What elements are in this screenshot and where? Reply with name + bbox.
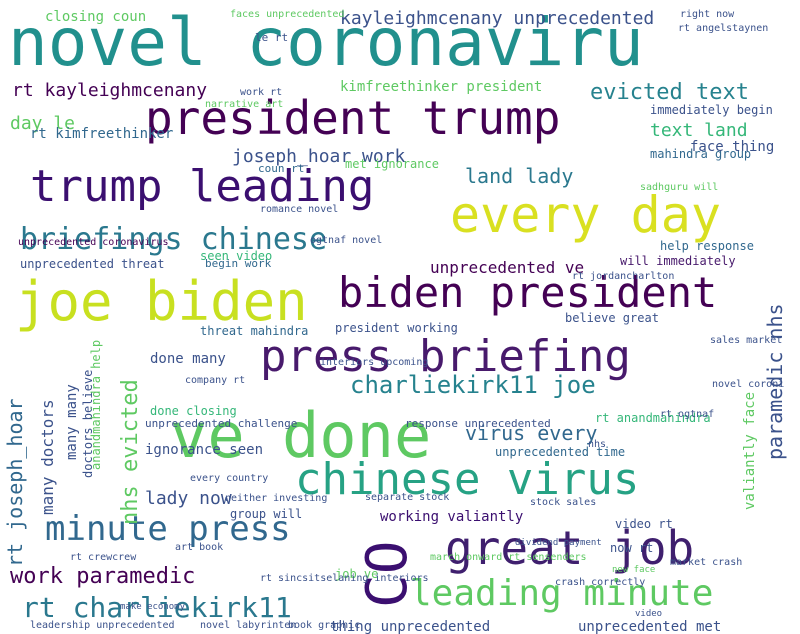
word-rt-crewcrew: rt crewcrew bbox=[70, 552, 137, 563]
word-novel-coronaviru: novel coronaviru bbox=[8, 4, 644, 81]
word-rt-joseph-hoar: rt joseph_hoar bbox=[3, 398, 27, 567]
word-immediately-begin: immediately begin bbox=[650, 103, 773, 117]
word-unprecedented-threat: unprecedented threat bbox=[20, 257, 165, 271]
word-president-working: president working bbox=[335, 321, 458, 335]
word-coun-rt: coun rt bbox=[258, 162, 305, 175]
word-art-book: art book bbox=[175, 542, 224, 553]
word-face-thing: face thing bbox=[690, 139, 775, 155]
word-joseph-hoar-work: joseph_hoar work bbox=[232, 146, 406, 167]
word-dividend-payment: dividend payment bbox=[515, 538, 602, 548]
word-done-closing: done closing bbox=[150, 404, 237, 418]
word-romance-novel: romance novel bbox=[260, 204, 339, 215]
word-virus-every: virus every bbox=[465, 421, 598, 445]
word-kimfreethinker-president: kimfreethinker president bbox=[340, 79, 543, 95]
word-unprecedented-coronavirus: unprecedented coronavirus bbox=[18, 237, 169, 248]
word-work-rt: work rt bbox=[240, 87, 283, 98]
word-job-ve: job ve bbox=[335, 567, 379, 581]
word-group-will: group will bbox=[230, 507, 303, 521]
word-interiors-upcoming: interiors upcoming bbox=[320, 357, 429, 368]
word-rt-sincsitselaning-interiors: rt sincsitselaning interiors bbox=[260, 573, 429, 584]
word-president-trump: president trump bbox=[145, 91, 561, 145]
word-work-paramedic: work paramedic bbox=[10, 564, 196, 589]
word-unprecedented-challenge: unprecedented challenge bbox=[145, 417, 298, 430]
word-nhs-evicted: nhs evicted bbox=[118, 379, 143, 525]
word-many-doctors: many doctors bbox=[38, 399, 57, 515]
word-right-now: right now bbox=[680, 9, 735, 20]
word-believe-great: believe great bbox=[565, 311, 659, 325]
word-ignorance-seen: ignorance seen bbox=[145, 442, 264, 458]
word-rt-jordancharlton: rt jordancharlton bbox=[572, 271, 675, 282]
word-done-many: done many bbox=[150, 351, 226, 367]
word-make-economy: make economy bbox=[120, 602, 186, 612]
word-charliekirk11-joe: charliekirk11 joe bbox=[350, 371, 596, 399]
word-crash-correctly: crash correctly bbox=[555, 577, 646, 588]
word-met-ignorance: met ignorance bbox=[345, 157, 439, 171]
word-kayleighmcenany-unprecedented: kayleighmcenany unprecedented bbox=[340, 8, 655, 29]
word-minute-press: minute press bbox=[45, 509, 291, 549]
word-march-onward-rt-sensenders: march onward rt sensenders bbox=[430, 552, 587, 563]
word-help-response: help response bbox=[660, 239, 754, 253]
word-company-rt: company rt bbox=[185, 375, 246, 386]
word-valiantly-face: valiantly face bbox=[742, 391, 758, 510]
word-unprecedented-met: unprecedented met bbox=[578, 619, 722, 634]
word-leading-minute: leading minute bbox=[410, 573, 714, 614]
word-market-crash: market crash bbox=[670, 557, 743, 568]
word-faces-unprecedented: faces unprecedented bbox=[230, 9, 345, 20]
word-sales-market: sales market bbox=[710, 335, 783, 346]
word-rt-anandmahindra: rt anandmahindra bbox=[595, 411, 711, 425]
word-every-country: every country bbox=[190, 473, 269, 484]
word-book-graphic: book graphic bbox=[288, 620, 361, 631]
word-rt-ogtnaf: rt ogtnaf bbox=[660, 409, 715, 420]
word-novel-coroni: novel coroni bbox=[712, 379, 785, 390]
word-response-unprecedented: response unprecedented bbox=[405, 417, 551, 430]
word-le-rt: le rt bbox=[255, 31, 289, 44]
word-every-day: every day bbox=[450, 186, 721, 244]
word-rt-kayleighmcenany: rt kayleighmcenany bbox=[12, 80, 208, 101]
word-mahindra-group: mahindra group bbox=[650, 147, 752, 161]
word-day-le: day le bbox=[10, 113, 76, 134]
word-neither-investing: neither investing bbox=[225, 493, 328, 504]
word-rt-charliekirk11: rt charliekirk11 bbox=[22, 591, 292, 624]
word-stock-sales: stock sales bbox=[530, 497, 597, 508]
word-novel-labyrinten: novel labyrinten bbox=[200, 620, 297, 631]
word-sadhguru-will: sadhguru will bbox=[640, 182, 719, 193]
word-leadership-unprecedented: leadership unprecedented bbox=[30, 620, 175, 631]
word-press-briefing: press briefing bbox=[260, 331, 631, 382]
word-working-valiantly: working valiantly bbox=[380, 509, 524, 525]
word-video: video bbox=[635, 609, 663, 619]
word-new-face: new face bbox=[612, 565, 656, 575]
word-video-rt: video rt bbox=[615, 517, 673, 531]
word-narrative-art: narrative art bbox=[205, 99, 284, 110]
word-seen-video: seen video bbox=[200, 249, 273, 263]
word-threat-mahindra: threat mahindra bbox=[200, 324, 309, 338]
word-lady-now: lady now bbox=[145, 488, 232, 509]
word-biden-president: biden president bbox=[338, 268, 718, 317]
word-ogtnaf-novel: ogtnaf novel bbox=[310, 235, 383, 246]
word-rt-kimfreethinker: rt kimfreethinker bbox=[30, 126, 174, 142]
word-evicted-text: evicted text bbox=[590, 80, 749, 105]
word-unprecedented-ve: unprecedented ve bbox=[430, 258, 585, 277]
word-ve-done: ve done bbox=[170, 399, 432, 472]
word-now-rt: now rt bbox=[610, 541, 654, 555]
word-great-job: great job bbox=[445, 521, 695, 575]
word-anandmahindra-help: anandmahindra help bbox=[89, 339, 103, 470]
word-nhs: nhs bbox=[588, 439, 607, 450]
word-joe-biden: joe biden bbox=[15, 270, 308, 333]
word-trump-leading: trump leading bbox=[30, 161, 375, 212]
word-thing-unprecedented: thing unprecedented bbox=[330, 619, 491, 634]
word-text-land: text land bbox=[650, 120, 748, 141]
word-many-many: many many bbox=[64, 384, 80, 460]
word-closing-coun: closing coun bbox=[45, 9, 147, 25]
word-separate-stock: separate stock bbox=[365, 492, 450, 503]
word-rt-angelstaynen: rt angelstaynen bbox=[678, 23, 769, 34]
word-briefings-chinese: briefings chinese bbox=[20, 222, 328, 257]
word-unprecedented-time: unprecedented time bbox=[495, 445, 626, 459]
word-will-immediately: will immediately bbox=[620, 254, 736, 268]
word-begin-work: begin work bbox=[205, 257, 272, 270]
word-land-lady: land lady bbox=[465, 164, 574, 188]
word-chinese-virus: chinese virus bbox=[295, 454, 640, 505]
